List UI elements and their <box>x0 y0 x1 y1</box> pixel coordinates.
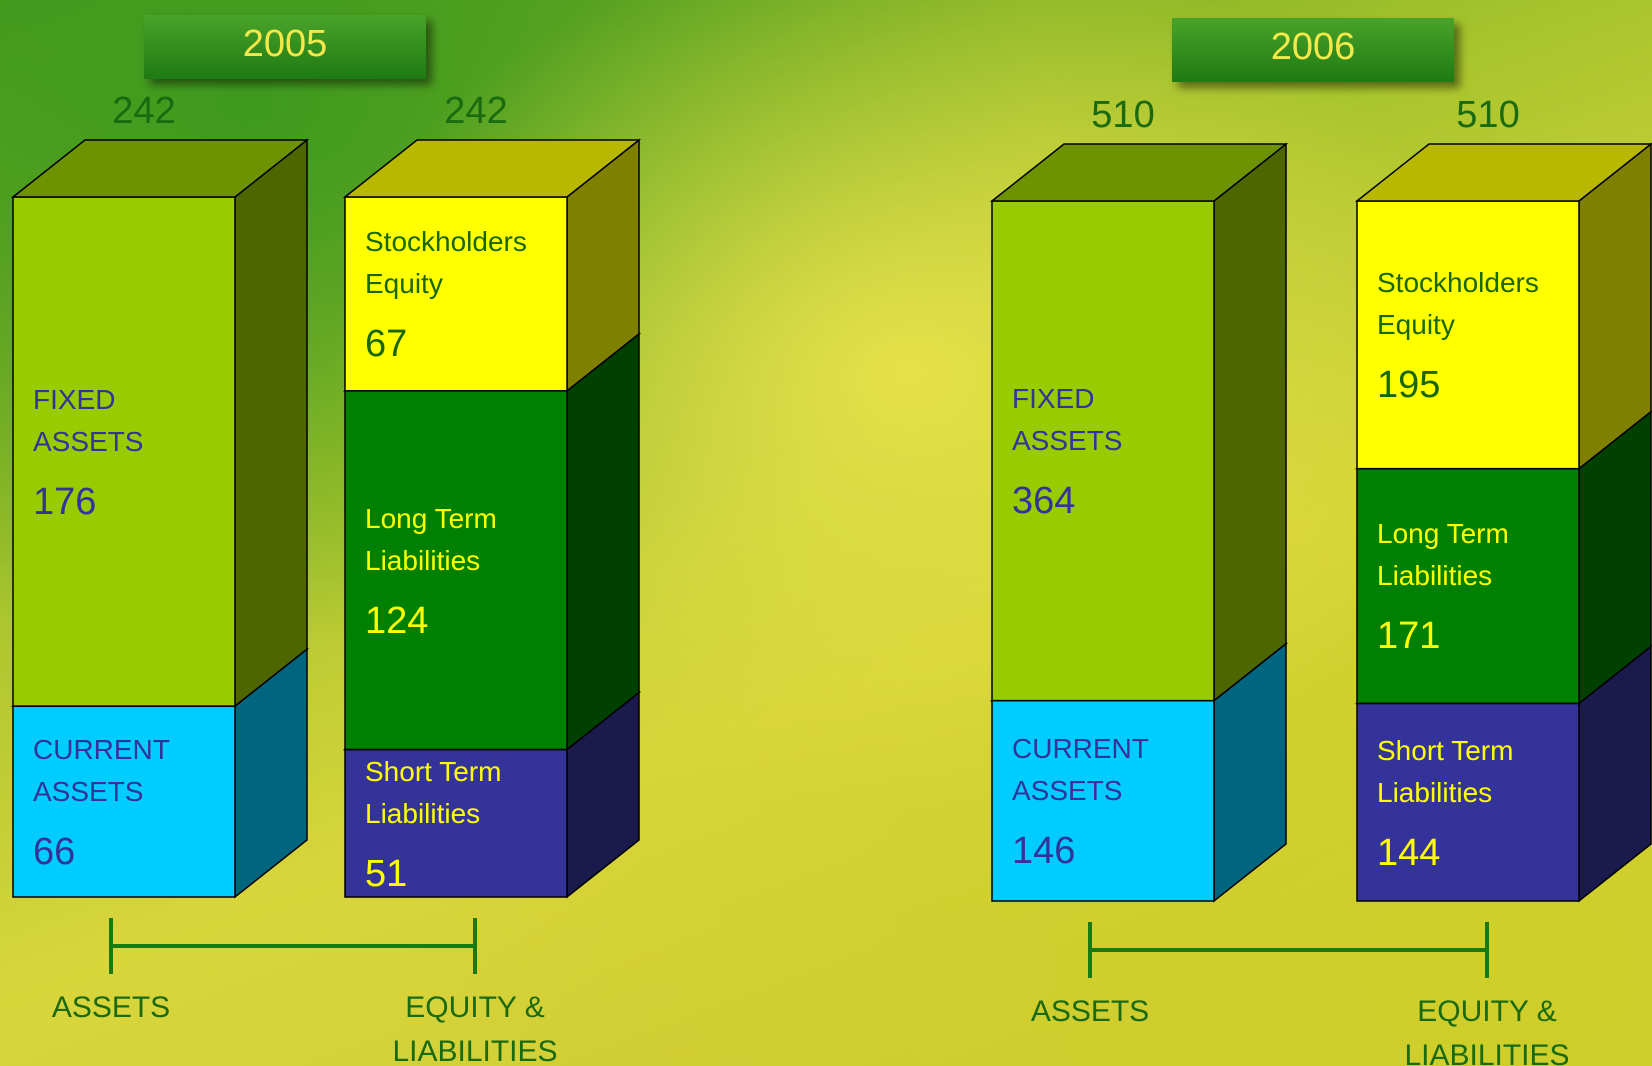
value-label: 124 <box>365 599 429 642</box>
value-label: 146 <box>1012 830 1076 873</box>
bar-segment <box>12 705 236 898</box>
segment-label: FIXED ASSETS 176 <box>13 197 235 706</box>
segment-label: FIXED ASSETS 364 <box>992 201 1214 701</box>
year-button: 2006 <box>1172 18 1454 82</box>
bar-segment <box>991 699 1215 902</box>
bar-segment <box>344 390 568 751</box>
series-name: Short Term Liabilities <box>1377 734 1514 808</box>
series-name: CURRENT ASSETS <box>1012 733 1149 807</box>
total-label: 510 <box>1091 94 1155 136</box>
value-label: 176 <box>33 481 97 524</box>
segment-label: Long Term Liabilities 171 <box>1357 469 1579 704</box>
segment-label: Short Term Liabilities 51 <box>345 749 567 897</box>
category-label: ASSETS <box>51 991 171 1024</box>
series-name: Long Term Liabilities <box>1377 518 1509 592</box>
segment-label: Stockholders Equity 195 <box>1357 201 1579 469</box>
bar-top <box>342 139 642 198</box>
bar-side <box>234 138 308 708</box>
bar-segment <box>1356 702 1580 902</box>
total-label: 242 <box>112 90 176 132</box>
bar-segment <box>1356 200 1580 470</box>
category-label: EQUITY & LIABILITIES <box>392 991 558 1066</box>
value-label: 364 <box>1012 480 1076 523</box>
bar-side <box>1213 142 1287 703</box>
bar-top <box>10 139 310 198</box>
bar-top <box>1354 143 1652 202</box>
value-label: 66 <box>33 831 76 874</box>
bar-segment <box>344 196 568 392</box>
series-name: Stockholders Equity <box>1377 267 1539 341</box>
segment-label: Long Term Liabilities 124 <box>345 391 567 750</box>
category-label: ASSETS <box>1030 995 1150 1028</box>
value-label: 51 <box>365 852 408 895</box>
category-label: EQUITY & LIABILITIES <box>1404 995 1570 1066</box>
value-label: 67 <box>365 323 408 366</box>
series-name: CURRENT ASSETS <box>33 734 170 808</box>
bar-top <box>989 143 1289 202</box>
segment-label: CURRENT ASSETS 66 <box>13 706 235 897</box>
bar-segment <box>344 748 568 898</box>
series-name: Long Term Liabilities <box>365 502 497 576</box>
bar-segment <box>991 200 1215 702</box>
value-label: 144 <box>1377 831 1441 874</box>
year-button: 2005 <box>144 15 426 79</box>
series-name: FIXED ASSETS <box>33 384 144 458</box>
segment-label: Short Term Liabilities 144 <box>1357 703 1579 901</box>
bar-segment <box>12 196 236 707</box>
bar-segment <box>1356 467 1580 705</box>
segment-label: CURRENT ASSETS 146 <box>992 701 1214 901</box>
value-label: 195 <box>1377 364 1441 407</box>
segment-label: Stockholders Equity 67 <box>345 197 567 391</box>
total-label: 242 <box>444 90 508 132</box>
bar-side <box>566 332 640 752</box>
total-label: 510 <box>1456 94 1520 136</box>
series-name: Short Term Liabilities <box>365 755 502 829</box>
value-label: 171 <box>1377 615 1441 658</box>
series-name: FIXED ASSETS <box>1012 383 1123 457</box>
series-name: Stockholders Equity <box>365 226 527 300</box>
